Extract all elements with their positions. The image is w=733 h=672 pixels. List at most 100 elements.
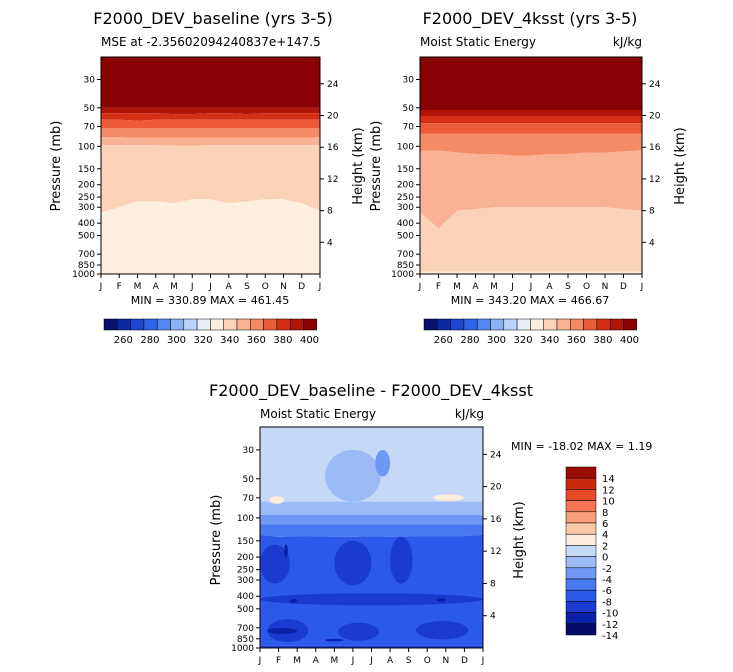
y-tick-label: 200 [78, 181, 95, 191]
colorbar-label: 260 [434, 335, 453, 346]
panel-title: F2000_DEV_4ksst (yrs 3-5) [423, 9, 638, 29]
colorbar-swatch [437, 318, 451, 331]
colorbar-label: 6 [602, 519, 608, 530]
contour-band [260, 524, 483, 537]
y-axis-label-height: Height (km) [673, 127, 688, 204]
colorbar-label: 340 [540, 335, 559, 346]
y-tick-label: 50 [403, 104, 415, 114]
x-tick-label: A [313, 656, 320, 666]
y-tick-label: 400 [397, 219, 414, 229]
colorbar-swatch [565, 533, 597, 546]
y-tick-label: 30 [84, 75, 96, 85]
panel-subtitle: MSE at -2.35602094240837e+147.5 [101, 35, 321, 49]
contour-patch [325, 638, 344, 642]
x-tick-label: N [602, 282, 609, 292]
contour-band [420, 207, 642, 272]
colorbar-label: -14 [602, 631, 618, 642]
colorbar-swatch [556, 318, 571, 331]
x-tick-label: J [208, 282, 212, 292]
y-tick-label: 1000 [231, 644, 254, 654]
colorbar-label: 320 [194, 335, 213, 346]
height-tick-label: 4 [649, 238, 655, 248]
colorbar-swatch [263, 318, 278, 331]
colorbar-label: 400 [620, 335, 639, 346]
panel-units: kJ/kg [455, 407, 484, 421]
colorbar-swatch [543, 318, 558, 331]
contour-patch [334, 540, 372, 586]
colorbar-swatch [103, 318, 118, 331]
contour-band [101, 119, 320, 129]
contour-band [101, 128, 320, 138]
x-tick-label: J [258, 656, 262, 666]
y-tick-label: 850 [397, 261, 414, 271]
panel-title: F2000_DEV_baseline - F2000_DEV_4ksst [209, 381, 533, 401]
colorbar-label: 2 [602, 541, 608, 552]
contour-patch [284, 544, 288, 558]
height-tick-label: 8 [649, 207, 655, 217]
x-tick-label: S [244, 282, 250, 292]
contour-patch [269, 496, 285, 504]
y-tick-label: 1000 [391, 270, 414, 280]
y-axis-label-pressure: Pressure (mb) [49, 121, 64, 212]
contour-patch [289, 598, 298, 603]
x-tick-label: S [406, 656, 412, 666]
height-tick-label: 8 [327, 207, 333, 217]
colorbar-swatch [609, 318, 624, 331]
colorbar-swatch [450, 318, 465, 331]
height-tick-label: 16 [649, 143, 661, 153]
contour-band [101, 107, 320, 115]
colorbar-label: 360 [567, 335, 586, 346]
y-tick-label: 70 [243, 494, 255, 504]
x-tick-label: F [117, 282, 122, 292]
colorbar-label: 4 [602, 530, 608, 541]
x-tick-label: O [583, 282, 590, 292]
y-tick-label: 250 [78, 193, 95, 203]
colorbar-label: 8 [602, 508, 608, 519]
colorbar: 260 280 300 320 340 360 380 400 [423, 318, 639, 346]
colorbar-label: 0 [602, 553, 608, 564]
x-tick-label: F [276, 656, 281, 666]
y-axis-label-height: Height (km) [351, 127, 366, 204]
contour-patch [338, 622, 379, 641]
colorbar-swatch [303, 318, 318, 331]
x-tick-label: D [620, 282, 627, 292]
colorbar-swatch [565, 623, 597, 636]
contour-band [260, 515, 483, 525]
y-tick-label: 50 [84, 104, 96, 114]
x-tick-label: J [640, 282, 644, 292]
colorbar-swatch [210, 318, 224, 331]
colorbar-swatch [565, 489, 597, 501]
x-tick-label: N [280, 282, 287, 292]
colorbar-label: -6 [602, 586, 612, 597]
colorbar-swatch [156, 318, 171, 331]
contour-band [420, 271, 642, 274]
y-tick-label: 200 [237, 553, 254, 563]
x-tick-label: M [453, 282, 461, 292]
height-tick-label: 12 [327, 175, 338, 185]
colorbar-swatch [516, 318, 531, 331]
x-tick-label: M [330, 656, 338, 666]
height-tick-label: 16 [490, 515, 502, 525]
height-tick-label: 20 [327, 112, 339, 122]
contour-band [260, 645, 483, 648]
x-tick-label: A [153, 282, 160, 292]
stats-label: MIN = -18.02 MAX = 1.19 [511, 440, 652, 453]
colorbar-swatch [565, 612, 597, 625]
y-tick-label: 500 [237, 605, 254, 615]
contour-band [101, 57, 320, 108]
x-tick-label: O [424, 656, 431, 666]
colorbar-swatch [623, 318, 638, 331]
y-tick-label: 150 [78, 165, 95, 175]
y-tick-label: 100 [397, 142, 414, 152]
colorbar-label: 300 [487, 335, 506, 346]
y-tick-label: 850 [78, 261, 95, 271]
colorbar-label: 400 [300, 335, 319, 346]
colorbar-swatch [117, 318, 131, 331]
colorbar-swatch [170, 318, 185, 331]
colorbar-label: 320 [514, 335, 533, 346]
y-tick-label: 100 [237, 514, 254, 524]
contour-band [101, 137, 320, 146]
height-tick-label: 24 [327, 80, 339, 90]
colorbar-swatch [565, 511, 597, 524]
